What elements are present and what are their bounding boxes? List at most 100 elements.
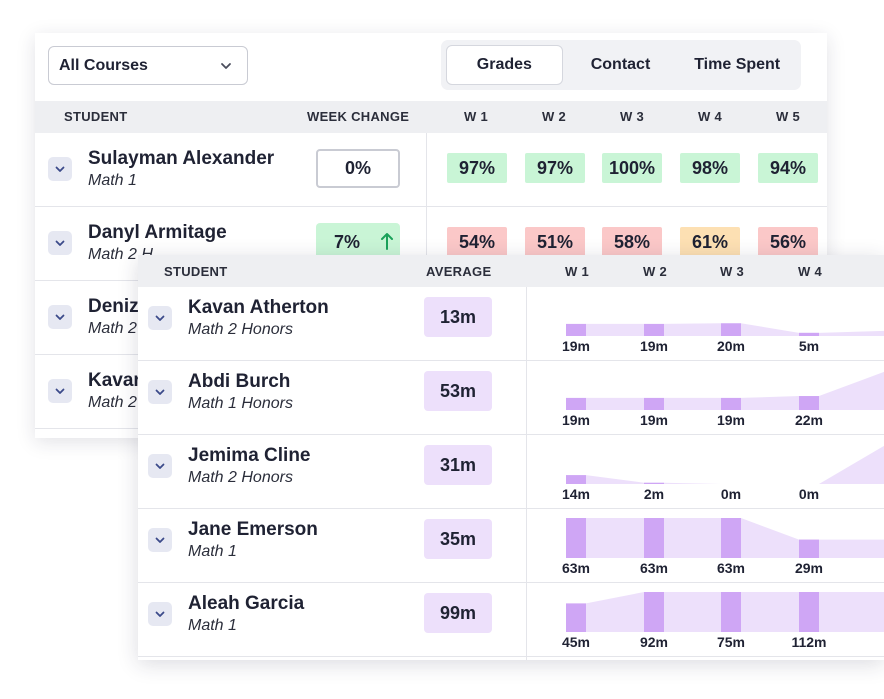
sparkline-bar	[721, 323, 741, 336]
student-course: Math 2 Honors	[188, 321, 293, 338]
expand-row-button[interactable]	[48, 379, 72, 403]
student-course: Math 2 H	[88, 246, 153, 263]
week-change-badge: 0%	[316, 149, 400, 188]
grades-table-header: STUDENT WEEK CHANGE W 1 W 2 W 3 W 4 W 5	[35, 101, 827, 133]
student-name[interactable]: Abdi Burch	[188, 371, 291, 392]
time-sparkline: 19m 19m 20m 5m	[527, 287, 884, 361]
table-row[interactable]: Kavan Atherton Math 2 Honors 13m 19m 19m 20m 5…	[138, 287, 884, 361]
expand-row-button[interactable]	[48, 231, 72, 255]
student-name[interactable]: Jemima Cline	[188, 445, 311, 466]
week-time-label: 2m	[643, 486, 665, 502]
student-name[interactable]: Danyl Armitage	[88, 222, 227, 243]
column-header-week-change: WEEK CHANGE	[307, 109, 410, 124]
grade-cell: 61%	[680, 227, 740, 257]
sparkline-bar	[566, 603, 586, 632]
chevron-down-icon	[55, 388, 65, 394]
sparkline-bar	[644, 397, 664, 410]
chevron-down-icon	[155, 537, 165, 543]
sparkline-bar	[566, 475, 586, 484]
expand-row-button[interactable]	[48, 157, 72, 181]
week-time-label: 0m	[720, 486, 742, 502]
expand-row-button[interactable]	[148, 306, 172, 330]
table-row[interactable]: Jemima Cline Math 2 Honors 31m 14m 2m 0m 0m	[138, 435, 884, 509]
student-name[interactable]: Aleah Garcia	[188, 593, 305, 614]
column-header-w1: W 1	[565, 264, 590, 279]
sparkline-bar	[799, 332, 819, 336]
chevron-down-icon	[55, 314, 65, 320]
expand-row-button[interactable]	[148, 528, 172, 552]
column-header-w4: W 4	[798, 264, 823, 279]
student-name[interactable]: Kavar	[88, 370, 141, 391]
column-header-w4: W 4	[698, 109, 723, 124]
column-divider	[526, 287, 527, 660]
column-header-average: AVERAGE	[426, 264, 492, 279]
table-row[interactable]: Jane Emerson Math 1 35m 63m 63m 63m 29m	[138, 509, 884, 583]
week-time-label: 63m	[561, 560, 591, 576]
time-sparkline-chart	[566, 445, 884, 484]
student-name[interactable]: Deniz	[88, 296, 139, 317]
week-time-label: 19m	[639, 412, 669, 428]
sparkline-bar	[566, 323, 586, 336]
chevron-down-icon	[155, 315, 165, 321]
time-sparkline-chart	[566, 323, 884, 336]
sparkline-bar	[566, 397, 586, 410]
sparkline-bar	[721, 518, 741, 558]
sparkline-bar	[799, 592, 819, 632]
chevron-down-icon	[155, 463, 165, 469]
tab-contact[interactable]: Contact	[590, 56, 651, 73]
table-row[interactable]: Abdi Burch Math 1 Honors 53m 19m 19m 19m 22m	[138, 361, 884, 435]
student-name[interactable]: Kavan Atherton	[188, 297, 329, 318]
student-course: Math 1	[188, 617, 237, 634]
week-time-label: 5m	[798, 338, 820, 354]
arrow-up-icon	[381, 233, 393, 250]
table-row[interactable]: Sulayman Alexander Math 1 0% 97% 97% 100…	[35, 133, 827, 207]
time-sparkline-chart	[566, 592, 884, 632]
week-time-label: 19m	[561, 412, 591, 428]
average-time-badge: 35m	[424, 519, 492, 559]
average-time-badge: 53m	[424, 371, 492, 411]
week-time-label: 75m	[716, 634, 746, 650]
chevron-down-icon	[55, 166, 65, 172]
student-name[interactable]: Sulayman Alexander	[88, 148, 275, 169]
average-time-badge: 31m	[424, 445, 492, 485]
tab-grades[interactable]: Grades	[446, 45, 563, 85]
week-time-label: 22m	[794, 412, 824, 428]
time-spent-card: STUDENT AVERAGE W 1 W 2 W 3 W 4 Kavan At…	[138, 255, 884, 660]
column-header-student: STUDENT	[64, 109, 128, 124]
time-sparkline: 45m 92m 75m 112m	[527, 583, 884, 657]
expand-row-button[interactable]	[148, 380, 172, 404]
chevron-down-icon	[221, 62, 231, 69]
expand-row-button[interactable]	[48, 305, 72, 329]
chevron-down-icon	[155, 611, 165, 617]
sparkline-bar	[721, 592, 741, 632]
course-filter-select[interactable]: All Courses	[48, 46, 248, 85]
week-time-label: 63m	[716, 560, 746, 576]
sparkline-bar	[566, 518, 586, 558]
student-name[interactable]: Jane Emerson	[188, 519, 318, 540]
table-row[interactable]: Aleah Garcia Math 1 99m 45m 92m 75m 112m	[138, 583, 884, 657]
week-time-label: 92m	[639, 634, 669, 650]
grade-cell: 97%	[525, 153, 585, 183]
chevron-down-icon	[155, 389, 165, 395]
chevron-down-icon	[55, 240, 65, 246]
expand-row-button[interactable]	[148, 454, 172, 478]
student-course: Math 1	[188, 543, 237, 560]
student-course: Math 1	[88, 172, 137, 189]
tab-time-spent[interactable]: Time Spent	[694, 56, 781, 73]
grade-cell: 94%	[758, 153, 818, 183]
time-sparkline: 19m 19m 19m 22m	[527, 361, 884, 435]
time-sparkline: 14m 2m 0m 0m	[527, 435, 884, 509]
week-time-label: 29m	[794, 560, 824, 576]
column-header-w3: W 3	[620, 109, 645, 124]
expand-row-button[interactable]	[148, 602, 172, 626]
student-course: Math 2 Honors	[188, 469, 293, 486]
grade-cell: 97%	[447, 153, 507, 183]
week-time-label: 45m	[561, 634, 591, 650]
time-table-header: STUDENT AVERAGE W 1 W 2 W 3 W 4	[138, 255, 884, 287]
week-time-label: 19m	[561, 338, 591, 354]
week-time-label: 14m	[561, 486, 591, 502]
week-time-label: 20m	[716, 338, 746, 354]
week-time-label: 112m	[791, 634, 827, 650]
sparkline-bar	[799, 539, 819, 558]
sparkline-bar	[721, 397, 741, 410]
